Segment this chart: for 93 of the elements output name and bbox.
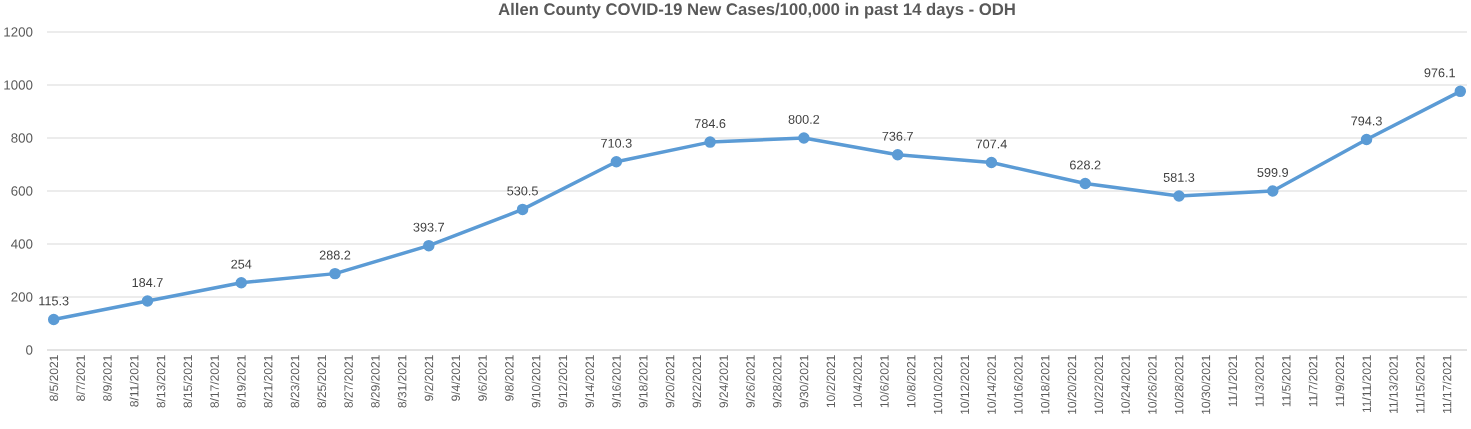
x-tick-label: 9/22/2021 — [692, 355, 702, 408]
y-tick-label: 1000 — [4, 80, 33, 90]
chart-title: Allen County COVID-19 New Cases/100,000 in past 14 days - ODH — [498, 2, 1015, 19]
point — [1454, 85, 1467, 98]
x-tick-label: 9/10/2021 — [531, 355, 541, 408]
x-tick-label: 9/8/2021 — [504, 355, 514, 401]
point — [1173, 190, 1185, 202]
data-label: 581.3 — [1163, 172, 1195, 182]
x-tick-label: 8/19/2021 — [236, 355, 246, 408]
x-tick-label: 10/6/2021 — [879, 355, 889, 408]
x-tick-label: 11/9/2021 — [1335, 355, 1345, 407]
x-tick-label: 9/4/2021 — [451, 355, 460, 401]
x-tick-label: 11/3/2021 — [1254, 355, 1264, 407]
x-tick-label: 10/30/2021 — [1201, 355, 1211, 414]
x-tick-label: 9/24/2021 — [719, 355, 728, 408]
x-tick-label: 8/31/2021 — [397, 355, 407, 408]
x-tick-label: 9/18/2021 — [638, 355, 648, 408]
data-label: 288.2 — [319, 250, 351, 260]
point — [516, 203, 529, 216]
x-tick-label: 10/16/2021 — [1013, 355, 1023, 414]
data-label: 707.4 — [976, 139, 1007, 149]
x-tick-label: 10/4/2021 — [853, 355, 862, 408]
y-tick-label: 400 — [11, 239, 33, 249]
x-tick-label: 8/17/2021 — [210, 355, 219, 408]
y-tick-label: 1200 — [4, 27, 33, 37]
x-tick-label: 10/26/2021 — [1147, 355, 1157, 414]
x-tick-label: 10/24/2021 — [1120, 355, 1130, 414]
data-label: 184.7 — [132, 278, 163, 288]
point — [985, 156, 998, 169]
x-tick-label: 8/15/2021 — [183, 355, 193, 408]
x-tick-label: 11/17/2021 — [1442, 355, 1452, 413]
x-tick-label: 10/28/2021 — [1174, 355, 1184, 414]
point — [798, 132, 810, 144]
data-label: 254 — [231, 259, 252, 269]
x-tick-label: 9/20/2021 — [665, 355, 675, 408]
x-tick-label: 9/6/2021 — [477, 355, 487, 401]
x-tick-label: 11/13/2021 — [1388, 355, 1398, 413]
x-tick-label: 10/14/2021 — [987, 355, 996, 414]
x-tick-label: 9/28/2021 — [772, 355, 782, 408]
x-tick-label: 8/29/2021 — [370, 355, 380, 408]
x-tick-label: 8/21/2021 — [263, 355, 273, 408]
x-tick-label: 8/9/2021 — [102, 355, 112, 401]
point — [47, 313, 60, 326]
data-label: 976.1 — [1424, 68, 1455, 78]
y-tick-label: 800 — [11, 133, 33, 143]
x-tick-label: 8/25/2021 — [317, 355, 327, 408]
x-tick-label: 10/18/2021 — [1040, 355, 1050, 414]
x-tick-label: 9/16/2021 — [611, 355, 621, 408]
x-tick-label: 8/7/2021 — [76, 355, 85, 401]
data-label: 784.6 — [694, 119, 726, 129]
point — [141, 295, 154, 307]
data-label: 115.3 — [39, 296, 69, 306]
x-tick-label: 10/2/2021 — [826, 355, 836, 408]
data-label: 794.3 — [1351, 116, 1382, 126]
x-tick-label: 10/22/2021 — [1094, 355, 1104, 414]
point — [1079, 177, 1091, 190]
data-label: 628.2 — [1070, 160, 1101, 170]
y-tick-label: 600 — [11, 186, 33, 196]
point — [329, 267, 341, 280]
x-tick-label: 8/27/2021 — [344, 355, 353, 408]
x-tick-label: 8/23/2021 — [290, 355, 300, 408]
x-tick-label: 9/30/2021 — [799, 355, 809, 408]
point — [891, 149, 904, 161]
y-tick-label: 200 — [11, 292, 33, 302]
x-tick-label: 8/11/2021 — [129, 355, 139, 407]
data-label: 710.3 — [601, 138, 632, 148]
data-label: 530.5 — [507, 186, 538, 196]
point — [704, 136, 716, 148]
x-tick-label: 9/14/2021 — [585, 355, 594, 408]
point — [1360, 133, 1373, 146]
x-tick-label: 11/11/2021 — [1362, 355, 1371, 413]
x-tick-label: 10/10/2021 — [933, 355, 943, 414]
x-tick-label: 9/12/2021 — [558, 355, 568, 408]
x-tick-label: 11/7/2021 — [1308, 355, 1318, 407]
point — [235, 276, 247, 289]
point — [1267, 185, 1279, 197]
point — [423, 239, 435, 252]
y-tick-label: 0 — [26, 345, 33, 355]
x-tick-label: 9/2/2021 — [424, 355, 434, 401]
x-tick-label: 10/12/2021 — [960, 355, 970, 414]
x-tick-label: 10/8/2021 — [906, 355, 916, 408]
x-tick-label: 8/5/2021 — [49, 355, 59, 401]
data-label: 599.9 — [1257, 168, 1288, 177]
data-label: 393.7 — [413, 222, 445, 232]
x-tick-label: 11/5/2021 — [1281, 355, 1291, 407]
x-tick-label: 10/20/2021 — [1067, 355, 1077, 414]
x-tick-label: 11/15/2021 — [1415, 355, 1425, 413]
point — [610, 156, 623, 168]
data-label: 800.2 — [788, 114, 820, 124]
x-tick-label: 8/13/2021 — [156, 355, 166, 408]
x-tick-label: 11/1/2021 — [1228, 355, 1237, 407]
data-label: 736.7 — [882, 131, 913, 141]
x-tick-label: 9/26/2021 — [745, 355, 755, 408]
